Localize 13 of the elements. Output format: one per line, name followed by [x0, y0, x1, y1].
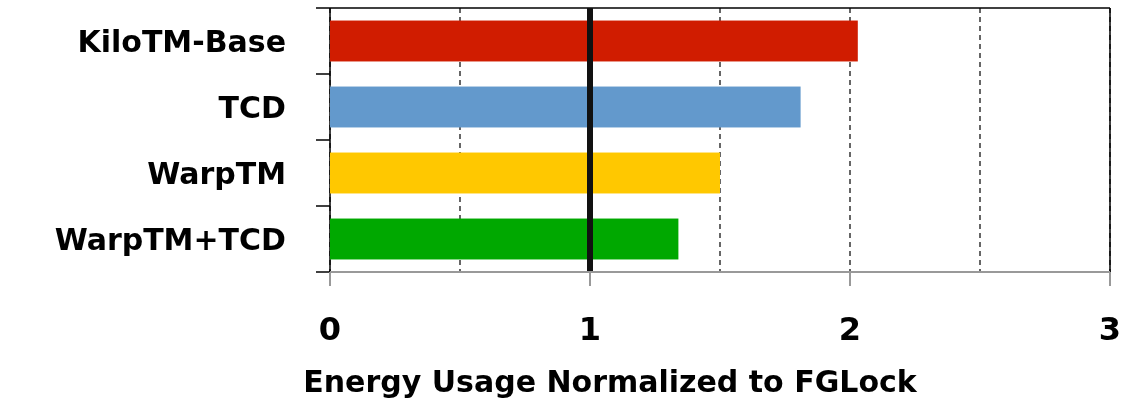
x-tick-label: 2	[838, 310, 862, 348]
x-axis-title: Energy Usage Normalized to FGLock	[303, 364, 918, 399]
y-tick-label: KiloTM-Base	[77, 23, 286, 59]
y-tick-label: WarpTM+TCD	[54, 221, 286, 257]
x-tick-label: 1	[578, 310, 602, 348]
x-tick-label: 3	[1098, 310, 1122, 348]
bar	[330, 218, 679, 260]
y-tick-label: WarpTM	[147, 155, 286, 191]
x-tick-label: 0	[318, 310, 342, 348]
bar	[330, 20, 858, 62]
bar	[330, 152, 720, 194]
bar	[330, 86, 801, 128]
y-tick-label: TCD	[218, 89, 286, 125]
